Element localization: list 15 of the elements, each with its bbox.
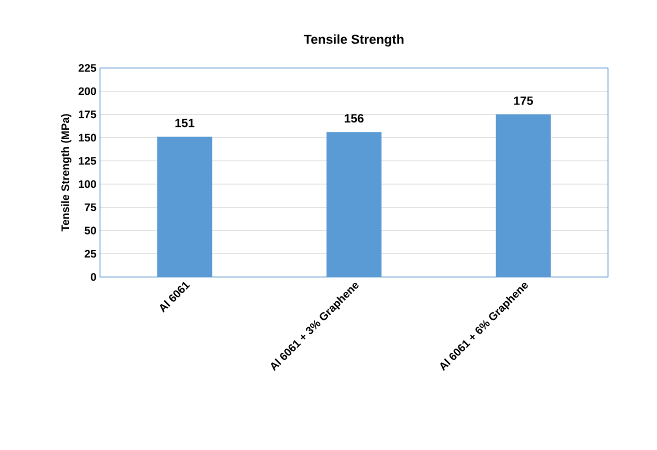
data-label: 175: [514, 96, 533, 105]
y-tick-label: 225: [78, 64, 96, 72]
y-tick-label: 150: [78, 134, 96, 142]
y-tick-label: 75: [84, 204, 96, 212]
y-tick-label: 125: [78, 157, 96, 165]
y-axis-title: Tensile Strength (MPa): [61, 114, 72, 232]
y-tick-label: 200: [78, 87, 96, 96]
y-tick-label: 25: [84, 250, 96, 258]
y-tick-label: 0: [90, 273, 96, 281]
data-label: 156: [344, 114, 364, 123]
y-tick-label: 175: [78, 110, 96, 118]
y-tick-label: 100: [78, 180, 96, 188]
chart-title: Tensile Strength: [304, 34, 404, 46]
y-tick-label: 50: [84, 226, 96, 234]
data-label: 151: [175, 118, 194, 128]
